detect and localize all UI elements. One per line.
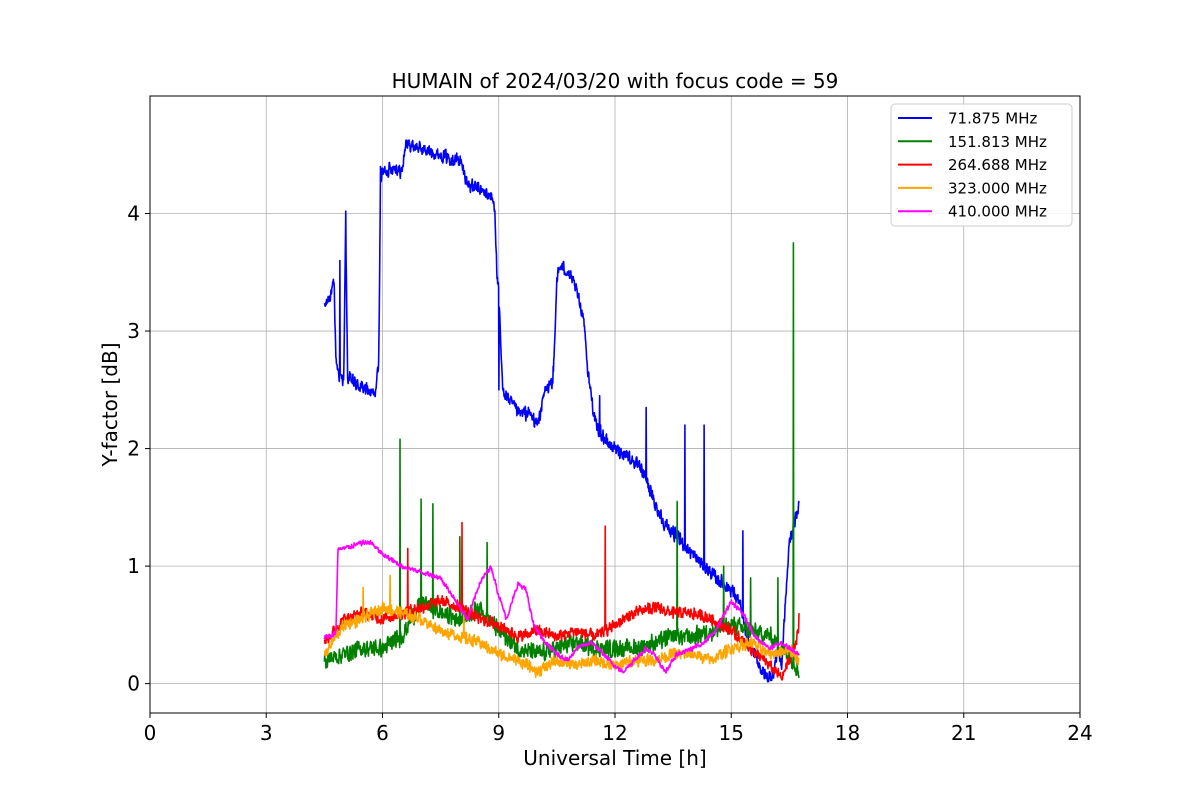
x-tick-label: 9 <box>492 721 505 745</box>
y-tick-label: 2 <box>127 437 140 461</box>
legend-label: 151.813 MHz <box>948 133 1047 151</box>
x-tick-label: 12 <box>602 721 627 745</box>
x-tick-label: 15 <box>719 721 744 745</box>
legend-label: 264.688 MHz <box>948 156 1047 174</box>
y-tick-label: 4 <box>127 202 140 226</box>
x-tick-label: 0 <box>144 721 157 745</box>
x-tick-label: 18 <box>835 721 860 745</box>
y-tick-label: 1 <box>127 554 140 578</box>
x-tick-label: 24 <box>1067 721 1092 745</box>
y-axis-label: Y-factor [dB] <box>98 342 122 467</box>
series-line-3 <box>323 574 800 678</box>
legend-label: 71.875 MHz <box>948 110 1037 128</box>
legend-box <box>890 103 1073 227</box>
chart-title: HUMAIN of 2024/03/20 with focus code = 5… <box>392 69 839 93</box>
x-tick-label: 6 <box>376 721 389 745</box>
series-line-0 <box>323 139 800 683</box>
x-tick-label: 3 <box>260 721 273 745</box>
series-line-4 <box>323 539 800 674</box>
y-tick-label: 0 <box>127 672 140 696</box>
x-tick-label: 21 <box>951 721 976 745</box>
legend: 71.875 MHz 151.813 MHz 264.688 MHz 323.000 … <box>890 103 1073 227</box>
legend-label: 323.000 MHz <box>948 179 1047 197</box>
plot-area <box>323 139 800 683</box>
x-axis-label: Universal Time [h] <box>523 746 706 770</box>
legend-label: 410.000 MHz <box>948 203 1047 221</box>
y-tick-label: 3 <box>127 319 140 343</box>
